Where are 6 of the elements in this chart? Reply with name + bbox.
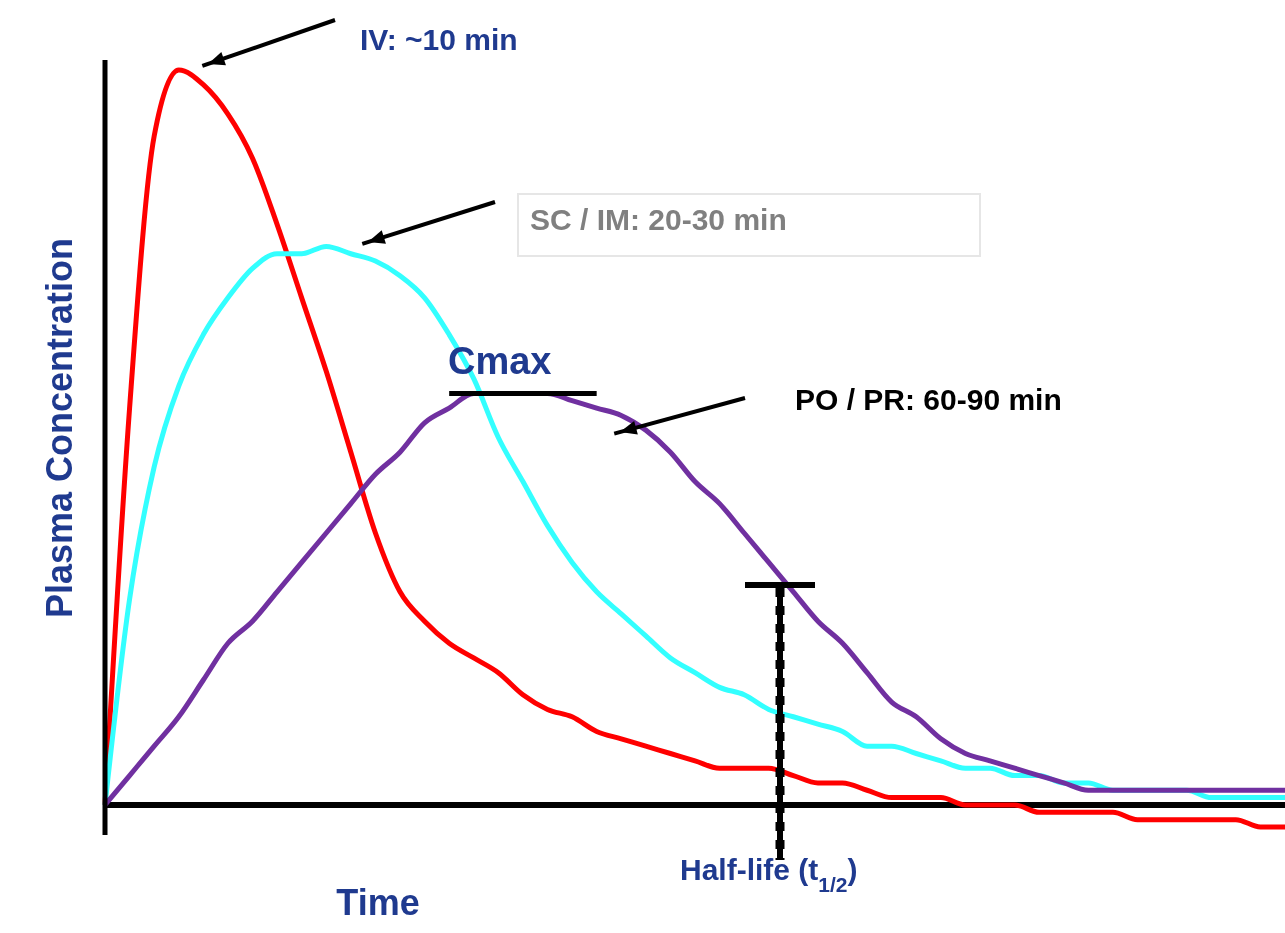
text: IV: ~10 min: [360, 23, 518, 56]
annotation: PO / PR: 60-90 min: [795, 383, 1062, 416]
x-axis-title: Time: [336, 882, 420, 923]
annotation: SC / IM: 20-30 min: [530, 203, 787, 236]
text: Half-life (t$_{1/2}$): [680, 853, 858, 896]
y-axis-title: Plasma Concentration: [39, 237, 80, 619]
